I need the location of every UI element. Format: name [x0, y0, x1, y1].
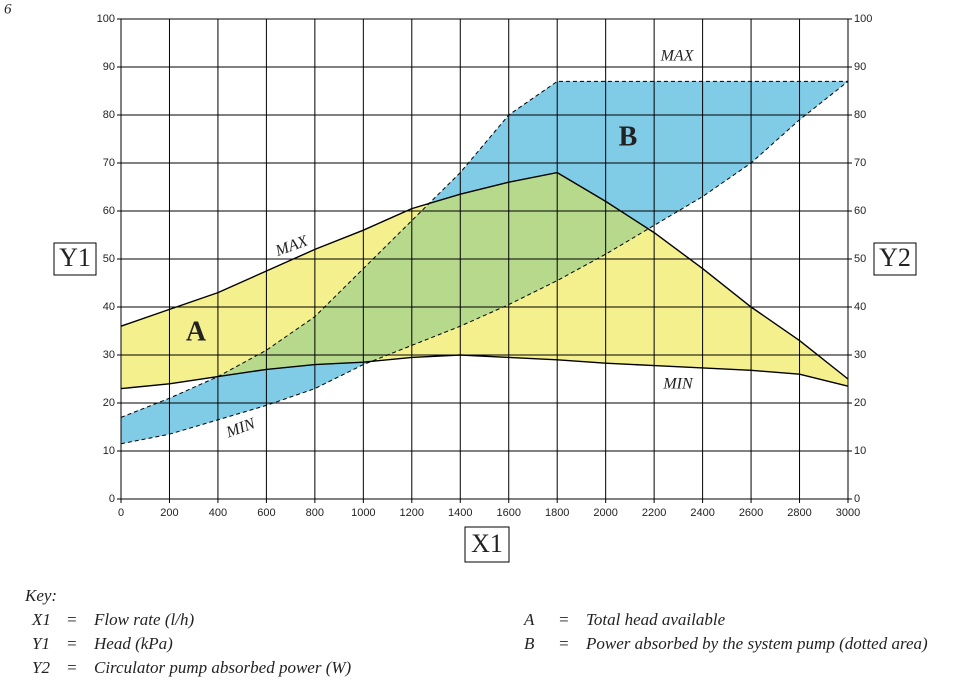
x-tick-label: 800 — [306, 507, 324, 519]
y-tick-label: 100 — [97, 13, 115, 25]
y2-tick-label: 0 — [854, 493, 860, 505]
key-symbol: Y1 — [32, 634, 50, 653]
y-tick-label: 60 — [103, 205, 115, 217]
area-label: A — [186, 316, 207, 347]
areas — [121, 81, 848, 444]
key-sep: = — [558, 634, 569, 653]
y2-tick-label: 80 — [854, 109, 866, 121]
x-tick-label: 1400 — [448, 507, 472, 519]
x-tick-label: 1800 — [545, 507, 569, 519]
curve-label: MIN — [662, 376, 694, 393]
y-tick-label: 80 — [103, 109, 115, 121]
x-tick-label: 600 — [257, 507, 275, 519]
y-tick-label: 90 — [103, 61, 115, 73]
y2-tick-label: 50 — [854, 253, 866, 265]
key-title: Key: — [24, 586, 57, 605]
y2-tick-label: 70 — [854, 157, 866, 169]
grid: 0 200 400 600 800 1000 1200 1400 1600 1800 2000 220… — [97, 13, 873, 519]
x-tick-label: 2800 — [787, 507, 811, 519]
key-text: Power absorbed by the system pump (dotte… — [585, 634, 928, 653]
area-label: B — [619, 121, 638, 152]
y2-tick-label: 20 — [854, 397, 866, 409]
key-text: Total head available — [586, 610, 726, 629]
y2-tick-label: 30 — [854, 349, 866, 361]
label-box — [873, 242, 917, 276]
x-tick-label: 2400 — [690, 507, 714, 519]
boundary-line — [120, 171, 849, 380]
y-tick-label: 0 — [109, 493, 115, 505]
x-tick-label: 1200 — [400, 507, 424, 519]
key-sep: = — [66, 634, 77, 653]
x-tick-label: 200 — [160, 507, 178, 519]
y-tick-label: 30 — [103, 349, 115, 361]
curve-label: MIN — [223, 415, 259, 442]
boundary-line — [120, 81, 849, 445]
y-tick-label: 50 — [103, 253, 115, 265]
key-symbol: B — [524, 634, 535, 653]
key-symbol: Y2 — [32, 658, 50, 677]
x-tick-label: 1600 — [496, 507, 520, 519]
label-box — [464, 526, 510, 563]
curves — [120, 80, 849, 445]
y-tick-label: 20 — [103, 397, 115, 409]
key-symbol: X1 — [31, 610, 51, 629]
key: X1 = Flow rate (l/h) Y1 = Head (kPa) Y2 = Circul… — [31, 610, 928, 677]
x-tick-label: 1000 — [351, 507, 375, 519]
y2-tick-label: 90 — [854, 61, 866, 73]
y-axis-label: Y1 — [59, 243, 91, 272]
key-text: Head (kPa) — [93, 634, 173, 653]
x-tick-label: 2200 — [642, 507, 666, 519]
key-symbol: A — [523, 610, 535, 629]
x-tick-label: 3000 — [836, 507, 860, 519]
key-sep: = — [66, 610, 77, 629]
y2-axis-label: Y2 — [879, 243, 911, 272]
y-tick-label: 40 — [103, 301, 115, 313]
x-tick-label: 400 — [209, 507, 227, 519]
plot-frame — [120, 18, 849, 500]
y2-tick-label: 40 — [854, 301, 866, 313]
page-number: 6 — [4, 1, 12, 17]
label-box — [53, 242, 97, 276]
curve-label: MAX — [660, 48, 695, 65]
key-text: Circulator pump absorbed power (W) — [94, 658, 352, 677]
y2-tick-label: 60 — [854, 205, 866, 217]
key-sep: = — [558, 610, 569, 629]
y2-tick-label: 10 — [854, 445, 866, 457]
x-axis-label: X1 — [471, 529, 503, 558]
boundary-line — [120, 354, 849, 390]
y-tick-label: 70 — [103, 157, 115, 169]
key-text: Flow rate (l/h) — [93, 610, 194, 629]
y2-tick-label: 100 — [854, 13, 872, 25]
key-sep: = — [66, 658, 77, 677]
x-tick-label: 0 — [118, 507, 124, 519]
y-tick-label: 10 — [103, 445, 115, 457]
x-tick-label: 2600 — [739, 507, 763, 519]
x-tick-label: 2000 — [593, 507, 617, 519]
